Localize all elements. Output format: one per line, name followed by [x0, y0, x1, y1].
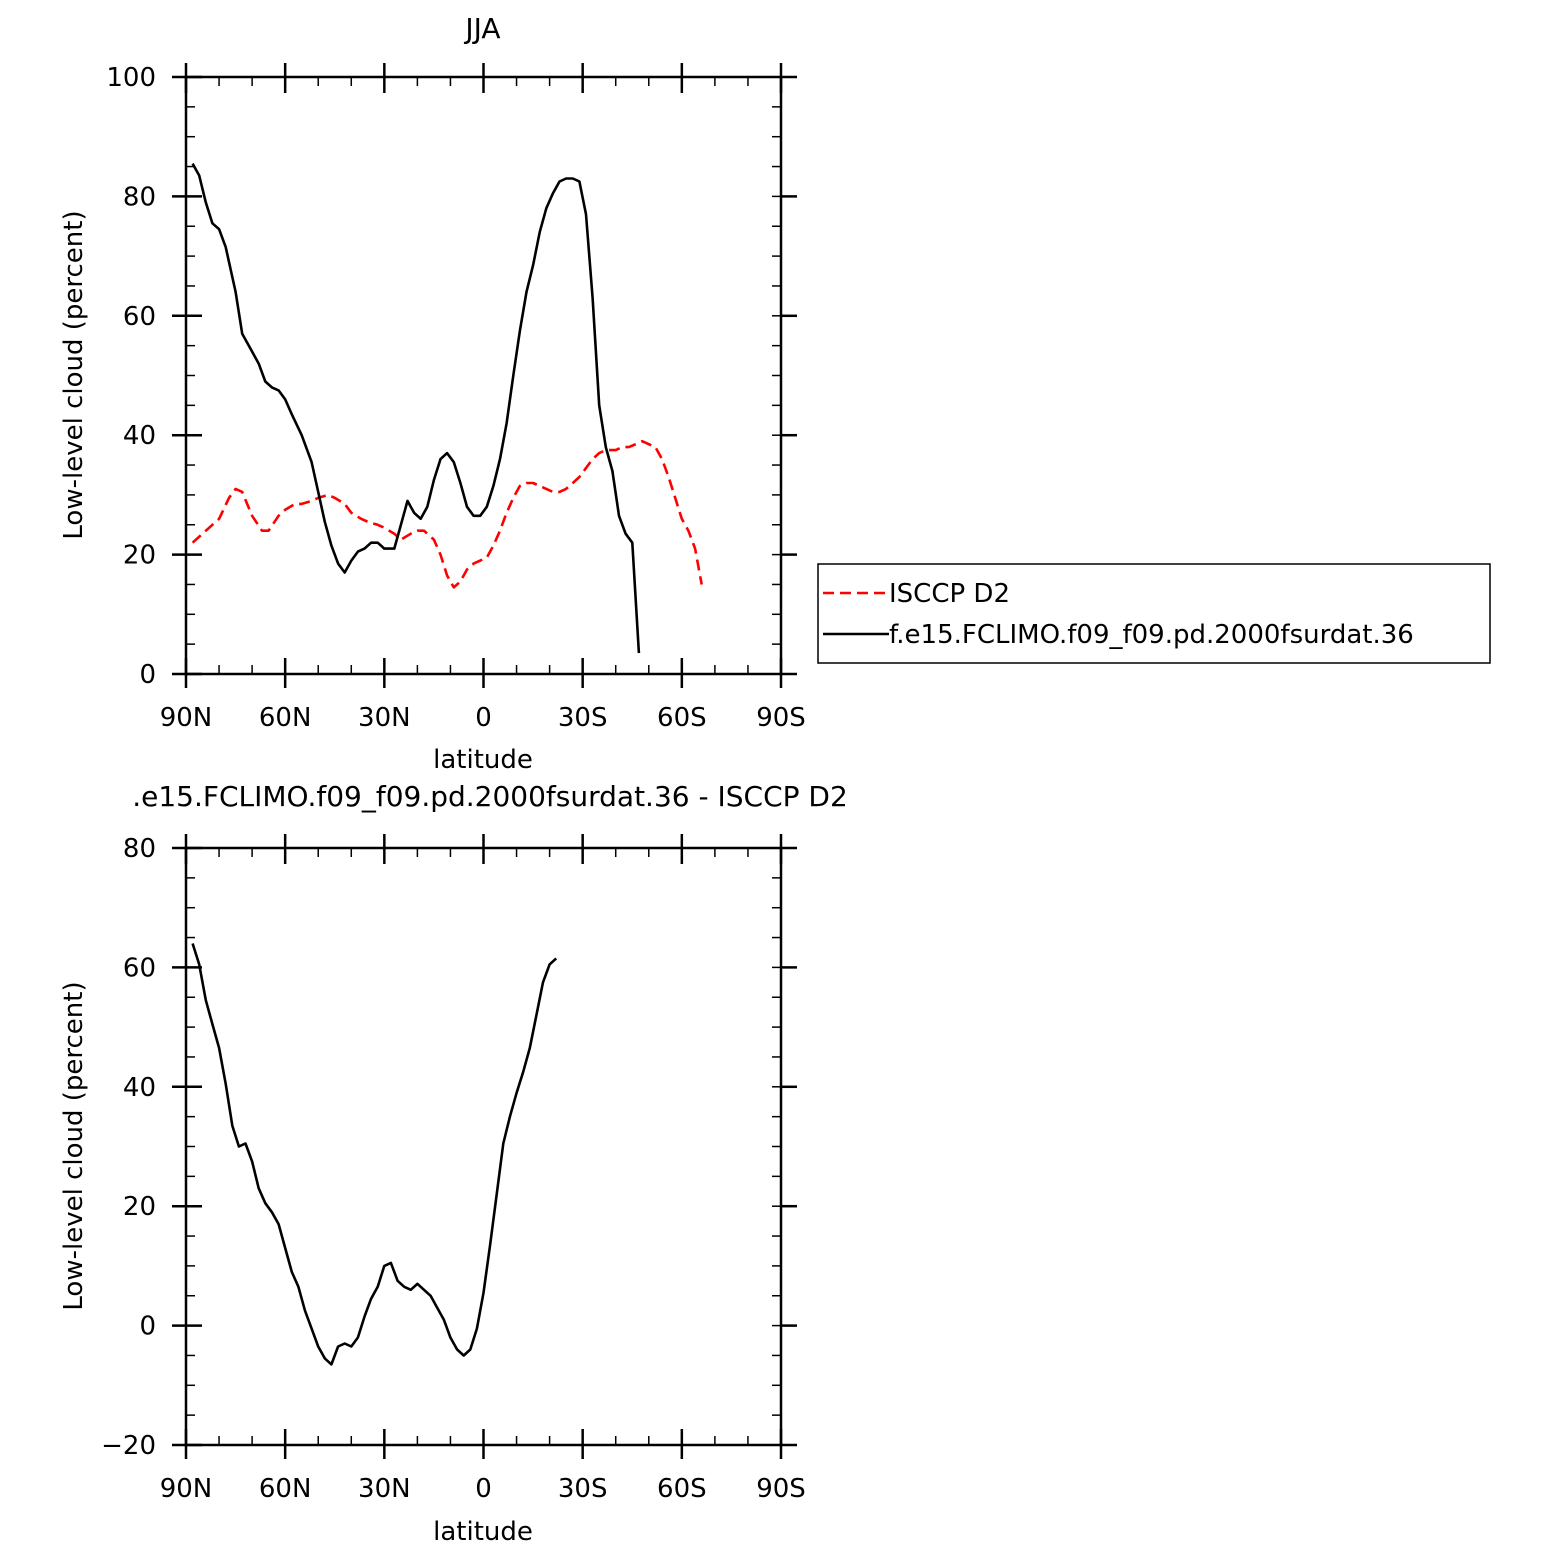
x-tick-label: 30N [358, 1474, 411, 1504]
legend: ISCCP D2 f.e15.FCLIMO.f09_f09.pd.2000fsu… [817, 563, 1491, 664]
x-tick-label: 60N [259, 1474, 312, 1504]
x-tick-label: 90N [160, 703, 213, 733]
y-tick-label: 20 [123, 1192, 156, 1222]
top-x-axis-label: latitude [433, 745, 533, 775]
plot-frame [184, 846, 783, 1447]
top-panel: JJA 0 20 40 60 80 100 90N 60N 30N 0 30S 60S 90S lati… [59, 12, 806, 775]
y-tick-label: 60 [123, 302, 156, 332]
y-tick-label: 80 [123, 182, 156, 212]
bottom-chart-title: .e15.FCLIMO.f09_f09.pd.2000fsurdat.36 - … [132, 780, 848, 813]
legend-box [817, 563, 1491, 664]
y-tick-label: −20 [101, 1431, 156, 1461]
y-tick-label: 20 [123, 541, 156, 571]
x-tick-label: 0 [475, 1474, 492, 1504]
top-axes: 0 20 40 60 80 100 90N 60N 30N 0 30S 60S 90S [106, 63, 806, 733]
series-line-model [191, 162, 641, 654]
x-tick-label: 60S [657, 703, 707, 733]
legend-label-isccp: ISCCP D2 [889, 579, 1010, 609]
top-chart-title: JJA [463, 12, 500, 45]
x-tick-label: 30N [358, 703, 411, 733]
bottom-axes: −20 0 20 40 60 80 90N 60N 30N 0 30S 60S 90S [101, 834, 806, 1504]
y-tick-label: 40 [123, 1073, 156, 1103]
plot-frame [184, 75, 783, 676]
x-tick-label: 60S [657, 1474, 707, 1504]
y-tick-label: 80 [123, 834, 156, 864]
x-tick-label: 30S [558, 703, 608, 733]
bottom-series-group [191, 943, 558, 1366]
x-tick-label: 90S [756, 703, 806, 733]
y-tick-label: 0 [139, 1312, 156, 1342]
bottom-y-axis-label: Low-level cloud (percent) [59, 981, 89, 1310]
top-series-group [191, 162, 703, 654]
top-y-axis-label: Low-level cloud (percent) [59, 210, 89, 539]
x-tick-label: 90S [756, 1474, 806, 1504]
series-line-difference [191, 943, 558, 1366]
x-tick-label: 60N [259, 703, 312, 733]
x-tick-label: 30S [558, 1474, 608, 1504]
legend-label-model: f.e15.FCLIMO.f09_f09.pd.2000fsurdat.36 [889, 620, 1414, 650]
y-tick-label: 40 [123, 421, 156, 451]
y-tick-label: 100 [106, 63, 156, 93]
series-line-isccp-d2 [191, 439, 703, 589]
y-tick-label: 60 [123, 953, 156, 983]
y-tick-label: 0 [139, 660, 156, 690]
x-tick-label: 90N [160, 1474, 213, 1504]
bottom-x-axis-label: latitude [433, 1517, 533, 1547]
bottom-panel: .e15.FCLIMO.f09_f09.pd.2000fsurdat.36 - … [59, 780, 848, 1547]
x-tick-label: 0 [475, 703, 492, 733]
